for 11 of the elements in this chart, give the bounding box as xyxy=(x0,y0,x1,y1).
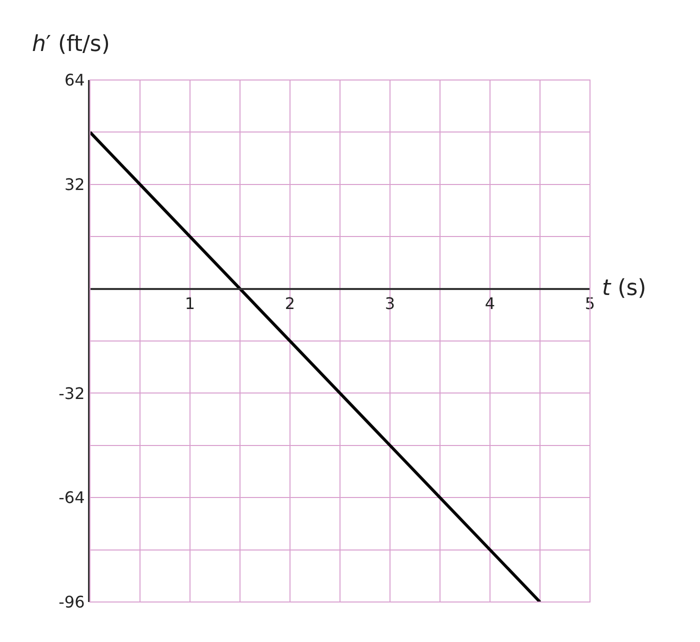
x-axis-title: t (s) xyxy=(602,276,646,301)
y-tick-label: -64 xyxy=(58,488,85,508)
x-tick-label: 4 xyxy=(484,294,496,313)
y-tick-label: 32 xyxy=(64,175,85,194)
y-tick-label: -96 xyxy=(58,592,85,612)
y-tick-label: -32 xyxy=(58,384,85,403)
x-tick-label: 3 xyxy=(384,294,396,313)
y-tick-label: 64 xyxy=(64,70,85,90)
x-tick-label: 1 xyxy=(184,294,196,313)
x-tick-label: 2 xyxy=(284,294,296,313)
y-axis-title: h′ (ft/s) xyxy=(32,32,110,57)
